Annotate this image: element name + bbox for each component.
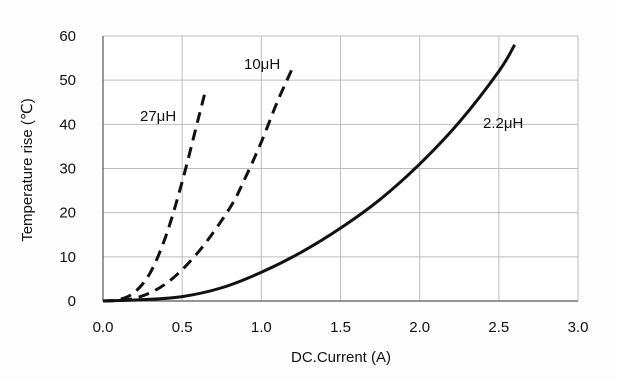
x-tick-label: 3.0 <box>568 319 589 336</box>
series-2-2uh-label: 2.2μH <box>483 115 523 132</box>
y-tick-label: 20 <box>59 205 76 222</box>
series-10uh-label: 10μH <box>244 56 280 73</box>
x-tick-label: 0.0 <box>93 319 114 336</box>
x-tick-label: 0.5 <box>172 319 193 336</box>
series-layer <box>102 44 516 303</box>
series-27uh-label: 27μH <box>140 108 176 125</box>
x-tick-label: 2.0 <box>409 319 430 336</box>
y-tick-label: 60 <box>59 28 76 45</box>
y-axis-label: Temperature rise (℃) <box>19 98 36 242</box>
y-tick-label: 50 <box>59 72 76 89</box>
series-27uh-line <box>102 88 208 303</box>
grid-layer <box>102 35 579 302</box>
series-10uh-line <box>102 66 295 303</box>
tick-layer: 0.0 0.5 1.0 1.5 2.0 2.5 3.0 0 10 20 30 40 50 60 <box>59 28 588 336</box>
x-tick-label: 1.5 <box>330 319 351 336</box>
y-tick-label: 40 <box>59 116 76 133</box>
x-axis-label: DC.Current (A) <box>291 349 391 366</box>
series-2-2uh-line <box>102 44 516 303</box>
y-tick-label: 10 <box>59 249 76 266</box>
y-tick-label: 0 <box>68 293 76 310</box>
label-layer: 27μH 10μH 2.2μH <box>140 56 523 132</box>
y-tick-label: 30 <box>59 161 76 178</box>
x-tick-label: 2.5 <box>488 319 509 336</box>
x-tick-label: 1.0 <box>251 319 272 336</box>
